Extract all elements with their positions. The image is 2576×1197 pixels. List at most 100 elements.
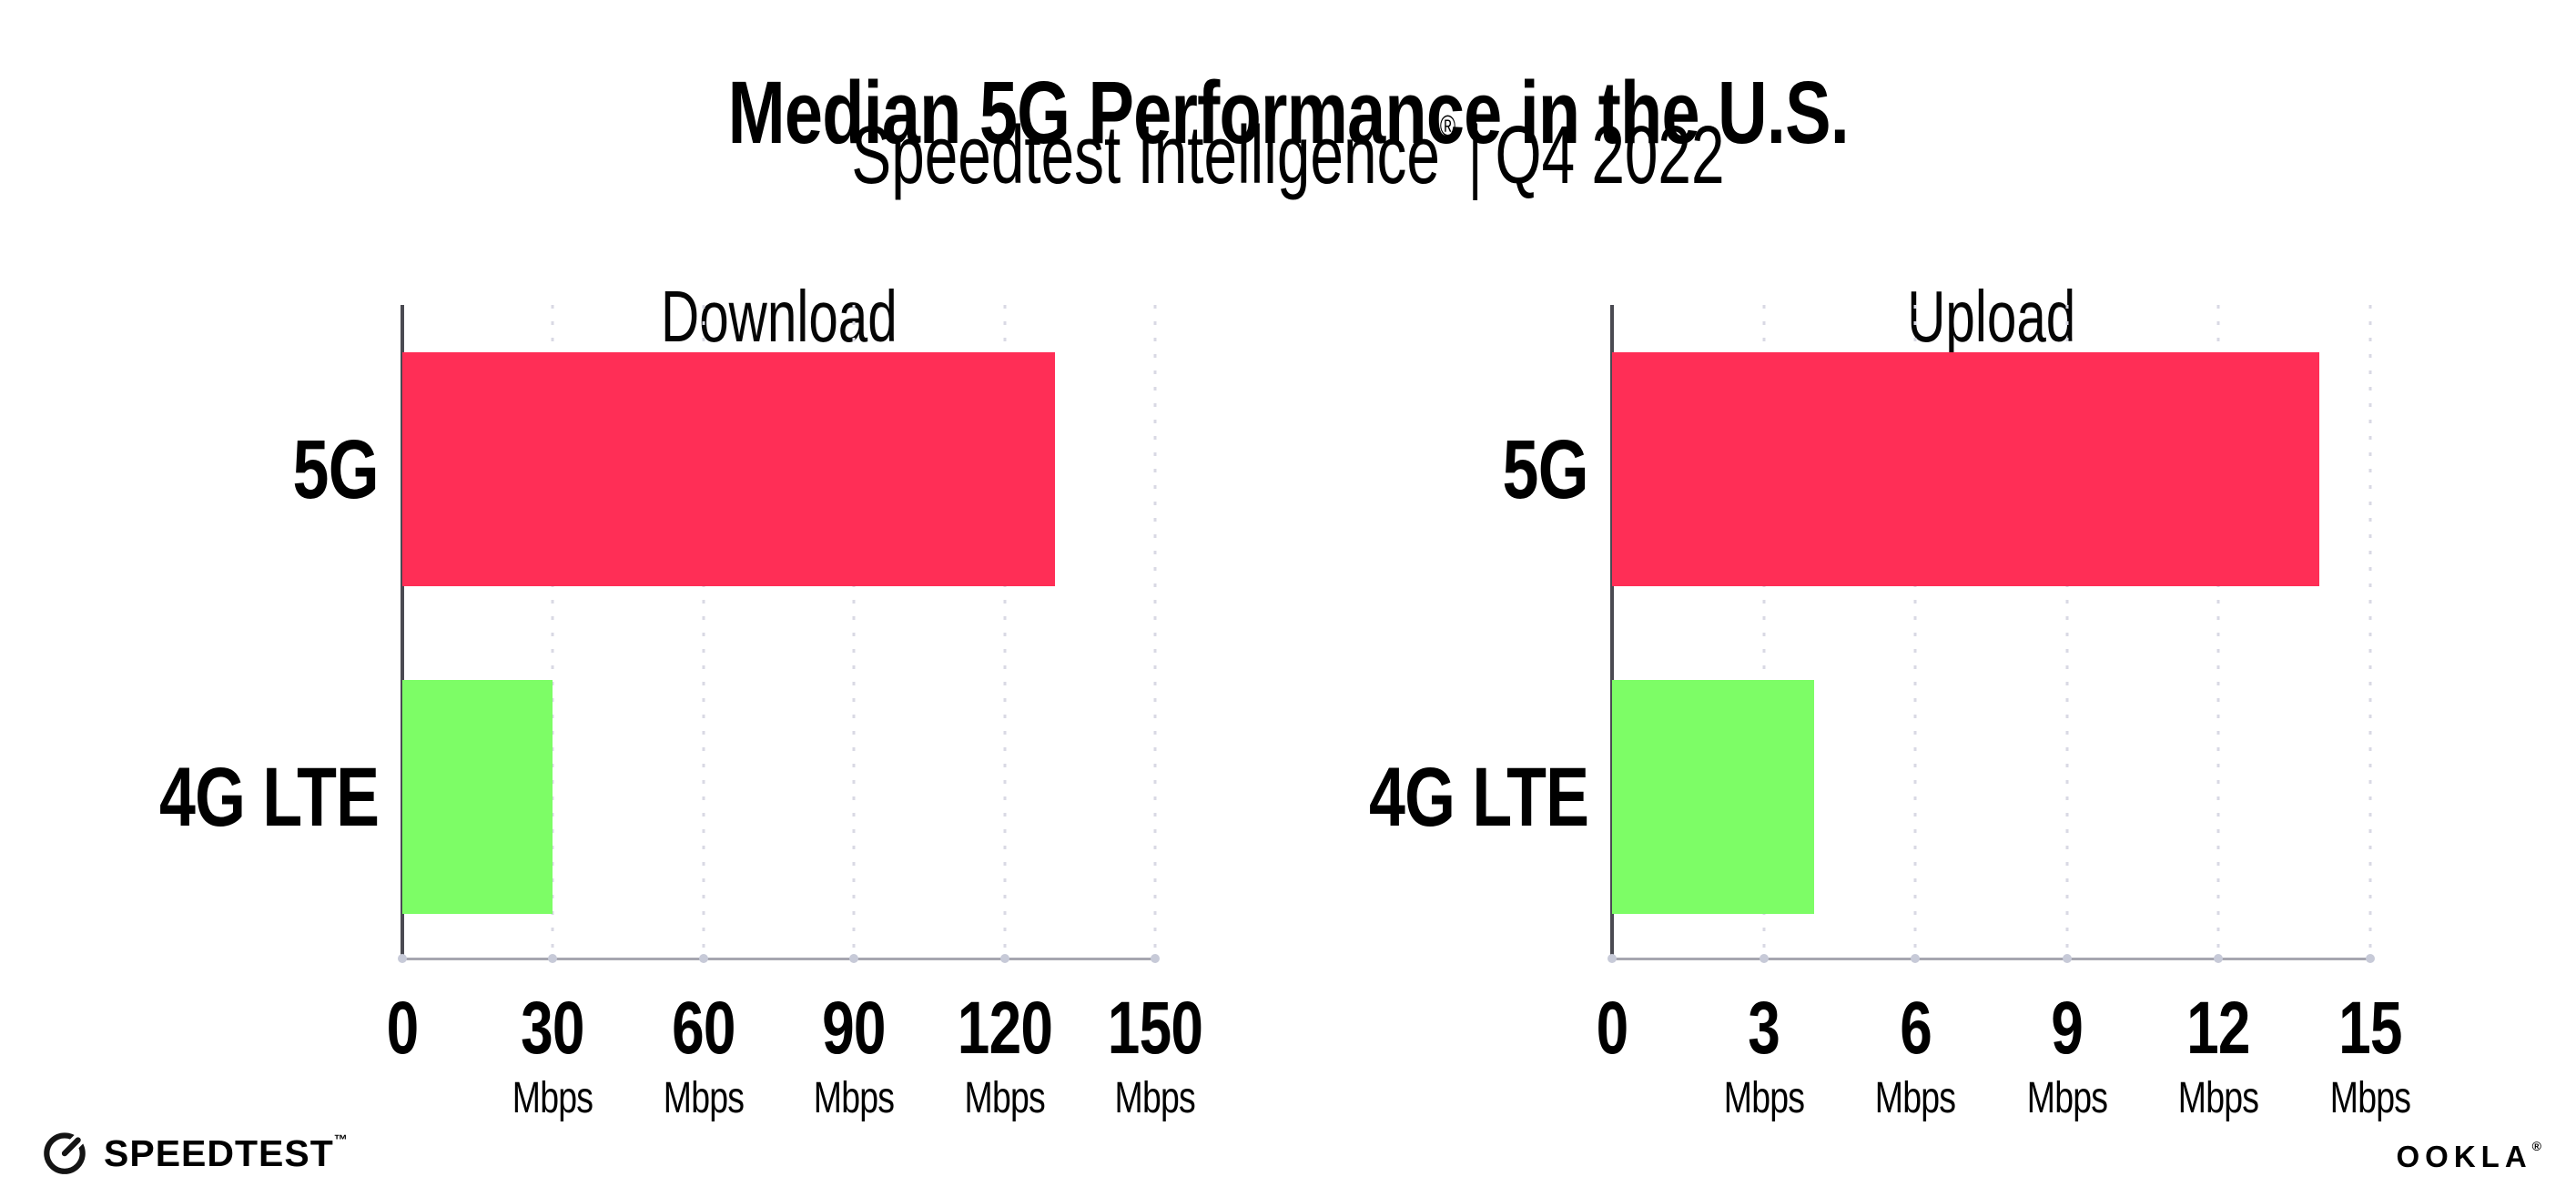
x-tick-value-text: 6 bbox=[1899, 987, 1932, 1070]
x-tick-unit-text: Mbps bbox=[1114, 1074, 1196, 1122]
x-tick-value: 15 bbox=[2318, 991, 2421, 1066]
x-tick-value-text: 150 bbox=[1107, 987, 1203, 1070]
x-tick-unit: Mbps bbox=[944, 1077, 1066, 1121]
upload-chart-title-text: Upload bbox=[1906, 276, 2076, 358]
x-tick-unit: Mbps bbox=[502, 1077, 604, 1121]
subtitle-separator: | bbox=[1468, 110, 1483, 201]
x-tick-label-15: 15 Mbps bbox=[2318, 991, 2421, 1121]
ookla-logo: OOKLA® bbox=[2397, 1140, 2542, 1172]
subtitle-inner: Speedtest Intelligence® | Q4 2022 bbox=[851, 111, 1724, 197]
x-tick-value-text: 12 bbox=[2186, 987, 2251, 1070]
x-axis-line bbox=[1610, 958, 2372, 960]
x-tick-unit-text: Mbps bbox=[663, 1074, 745, 1122]
x-tick-value: 150 bbox=[1094, 991, 1216, 1066]
page-title: Median 5G Performance in the U.S. bbox=[0, 68, 2576, 157]
x-tick-value-text: 0 bbox=[386, 987, 420, 1070]
download-chart-title: Download bbox=[402, 280, 1155, 353]
speedtest-wordmark: SPEEDTEST™ bbox=[104, 1133, 348, 1172]
registered-mark: ® bbox=[1439, 109, 1456, 142]
x-tick-value: 60 bbox=[652, 991, 755, 1066]
download-chart-plot: 0 30 Mbps 60 Mbps 90 Mbps 120 Mbps 150 Mbps 5G 4G LT… bbox=[159, 305, 1203, 1121]
x-axis-line bbox=[401, 958, 1157, 960]
x-tick-unit-text: Mbps bbox=[512, 1074, 593, 1122]
x-tick-unit-text: Mbps bbox=[813, 1074, 895, 1122]
speedtest-trademark-mark: ™ bbox=[333, 1131, 348, 1148]
x-tick-label-0: 0 bbox=[1592, 991, 1633, 1066]
x-tick-label-60: 60 Mbps bbox=[652, 991, 755, 1121]
x-tick-label-120: 120 Mbps bbox=[944, 991, 1066, 1121]
gridline-3 bbox=[1762, 305, 1766, 959]
x-tick-label-90: 90 Mbps bbox=[803, 991, 906, 1121]
x-tick-value: 3 bbox=[1712, 991, 1815, 1066]
x-tick-unit-text: Mbps bbox=[1723, 1074, 1804, 1122]
x-tick-value-text: 90 bbox=[822, 987, 886, 1070]
category-label-text: 5G bbox=[292, 422, 380, 516]
axis-tick-dot-9 bbox=[2062, 954, 2072, 963]
x-tick-value: 0 bbox=[1592, 991, 1633, 1066]
axis-tick-dot-60 bbox=[698, 954, 708, 963]
gridline-60 bbox=[702, 305, 705, 959]
bar-4g-lte bbox=[1612, 680, 1815, 914]
category-label-text: 4G LTE bbox=[158, 750, 380, 844]
x-tick-label-3: 3 Mbps bbox=[1712, 991, 1815, 1121]
x-tick-value-text: 9 bbox=[2051, 987, 2084, 1070]
x-tick-unit-text: Mbps bbox=[2329, 1074, 2411, 1122]
page-title-text: Median 5G Performance in the U.S. bbox=[727, 62, 1849, 162]
x-tick-unit: Mbps bbox=[1864, 1077, 1967, 1121]
x-tick-label-12: 12 Mbps bbox=[2167, 991, 2270, 1121]
x-tick-value-text: 120 bbox=[957, 987, 1052, 1070]
gridline-150 bbox=[1153, 305, 1157, 959]
axis-tick-dot-0 bbox=[398, 954, 407, 963]
x-tick-value: 12 bbox=[2167, 991, 2270, 1066]
axis-tick-dot-90 bbox=[849, 954, 859, 963]
x-tick-value: 30 bbox=[502, 991, 604, 1066]
x-tick-unit-text: Mbps bbox=[964, 1074, 1045, 1122]
x-tick-value: 0 bbox=[382, 991, 423, 1066]
x-tick-unit: Mbps bbox=[1094, 1077, 1216, 1121]
download-chart-title-text: Download bbox=[660, 276, 898, 358]
x-tick-label-9: 9 Mbps bbox=[2015, 991, 2118, 1121]
x-tick-label-150: 150 Mbps bbox=[1094, 991, 1216, 1121]
x-tick-label-6: 6 Mbps bbox=[1864, 991, 1967, 1121]
speedtest-wordmark-text: SPEEDTEST bbox=[104, 1131, 334, 1174]
gridline-30 bbox=[551, 305, 554, 959]
speedtest-gauge-icon bbox=[40, 1128, 89, 1177]
subtitle-period: Q4 2022 bbox=[1495, 110, 1725, 201]
x-tick-value: 9 bbox=[2015, 991, 2118, 1066]
ookla-registered-mark: ® bbox=[2531, 1139, 2541, 1153]
y-axis-line bbox=[1610, 305, 1614, 959]
axis-tick-dot-15 bbox=[2366, 954, 2375, 963]
x-tick-value: 90 bbox=[803, 991, 906, 1066]
gridline-90 bbox=[852, 305, 856, 959]
bar-4g-lte bbox=[402, 680, 553, 914]
axis-tick-dot-120 bbox=[999, 954, 1009, 963]
x-tick-unit: Mbps bbox=[2015, 1077, 2118, 1121]
axis-tick-dot-3 bbox=[1759, 954, 1769, 963]
axis-tick-dot-150 bbox=[1151, 954, 1160, 963]
x-tick-unit-text: Mbps bbox=[2026, 1074, 2108, 1122]
category-label-text: 4G LTE bbox=[1368, 750, 1589, 844]
x-tick-unit-text: Mbps bbox=[1874, 1074, 1956, 1122]
upload-chart-title: Upload bbox=[1612, 280, 2370, 353]
category-label-text: 5G bbox=[1502, 422, 1589, 516]
axis-tick-dot-12 bbox=[2214, 954, 2224, 963]
gridline-120 bbox=[1003, 305, 1007, 959]
gridline-12 bbox=[2216, 305, 2220, 959]
x-tick-value-text: 3 bbox=[1748, 987, 1780, 1070]
category-label-4g-lte: 4G LTE bbox=[1307, 750, 1589, 844]
axis-tick-dot-6 bbox=[1911, 954, 1921, 963]
category-label-4g-lte: 4G LTE bbox=[97, 750, 380, 844]
x-tick-unit-text: Mbps bbox=[2178, 1074, 2259, 1122]
ookla-wordmark-text: OOKLA bbox=[2396, 1140, 2532, 1173]
axis-tick-dot-30 bbox=[548, 954, 558, 963]
axis-tick-dot-0 bbox=[1607, 954, 1617, 963]
x-tick-unit: Mbps bbox=[652, 1077, 755, 1121]
x-tick-value: 6 bbox=[1864, 991, 1967, 1066]
x-tick-value-text: 15 bbox=[2338, 987, 2402, 1070]
x-tick-value-text: 30 bbox=[521, 987, 585, 1070]
gridline-9 bbox=[2065, 305, 2069, 959]
x-tick-unit: Mbps bbox=[803, 1077, 906, 1121]
category-label-5g: 5G bbox=[269, 422, 380, 516]
bar-5g bbox=[402, 352, 1055, 586]
